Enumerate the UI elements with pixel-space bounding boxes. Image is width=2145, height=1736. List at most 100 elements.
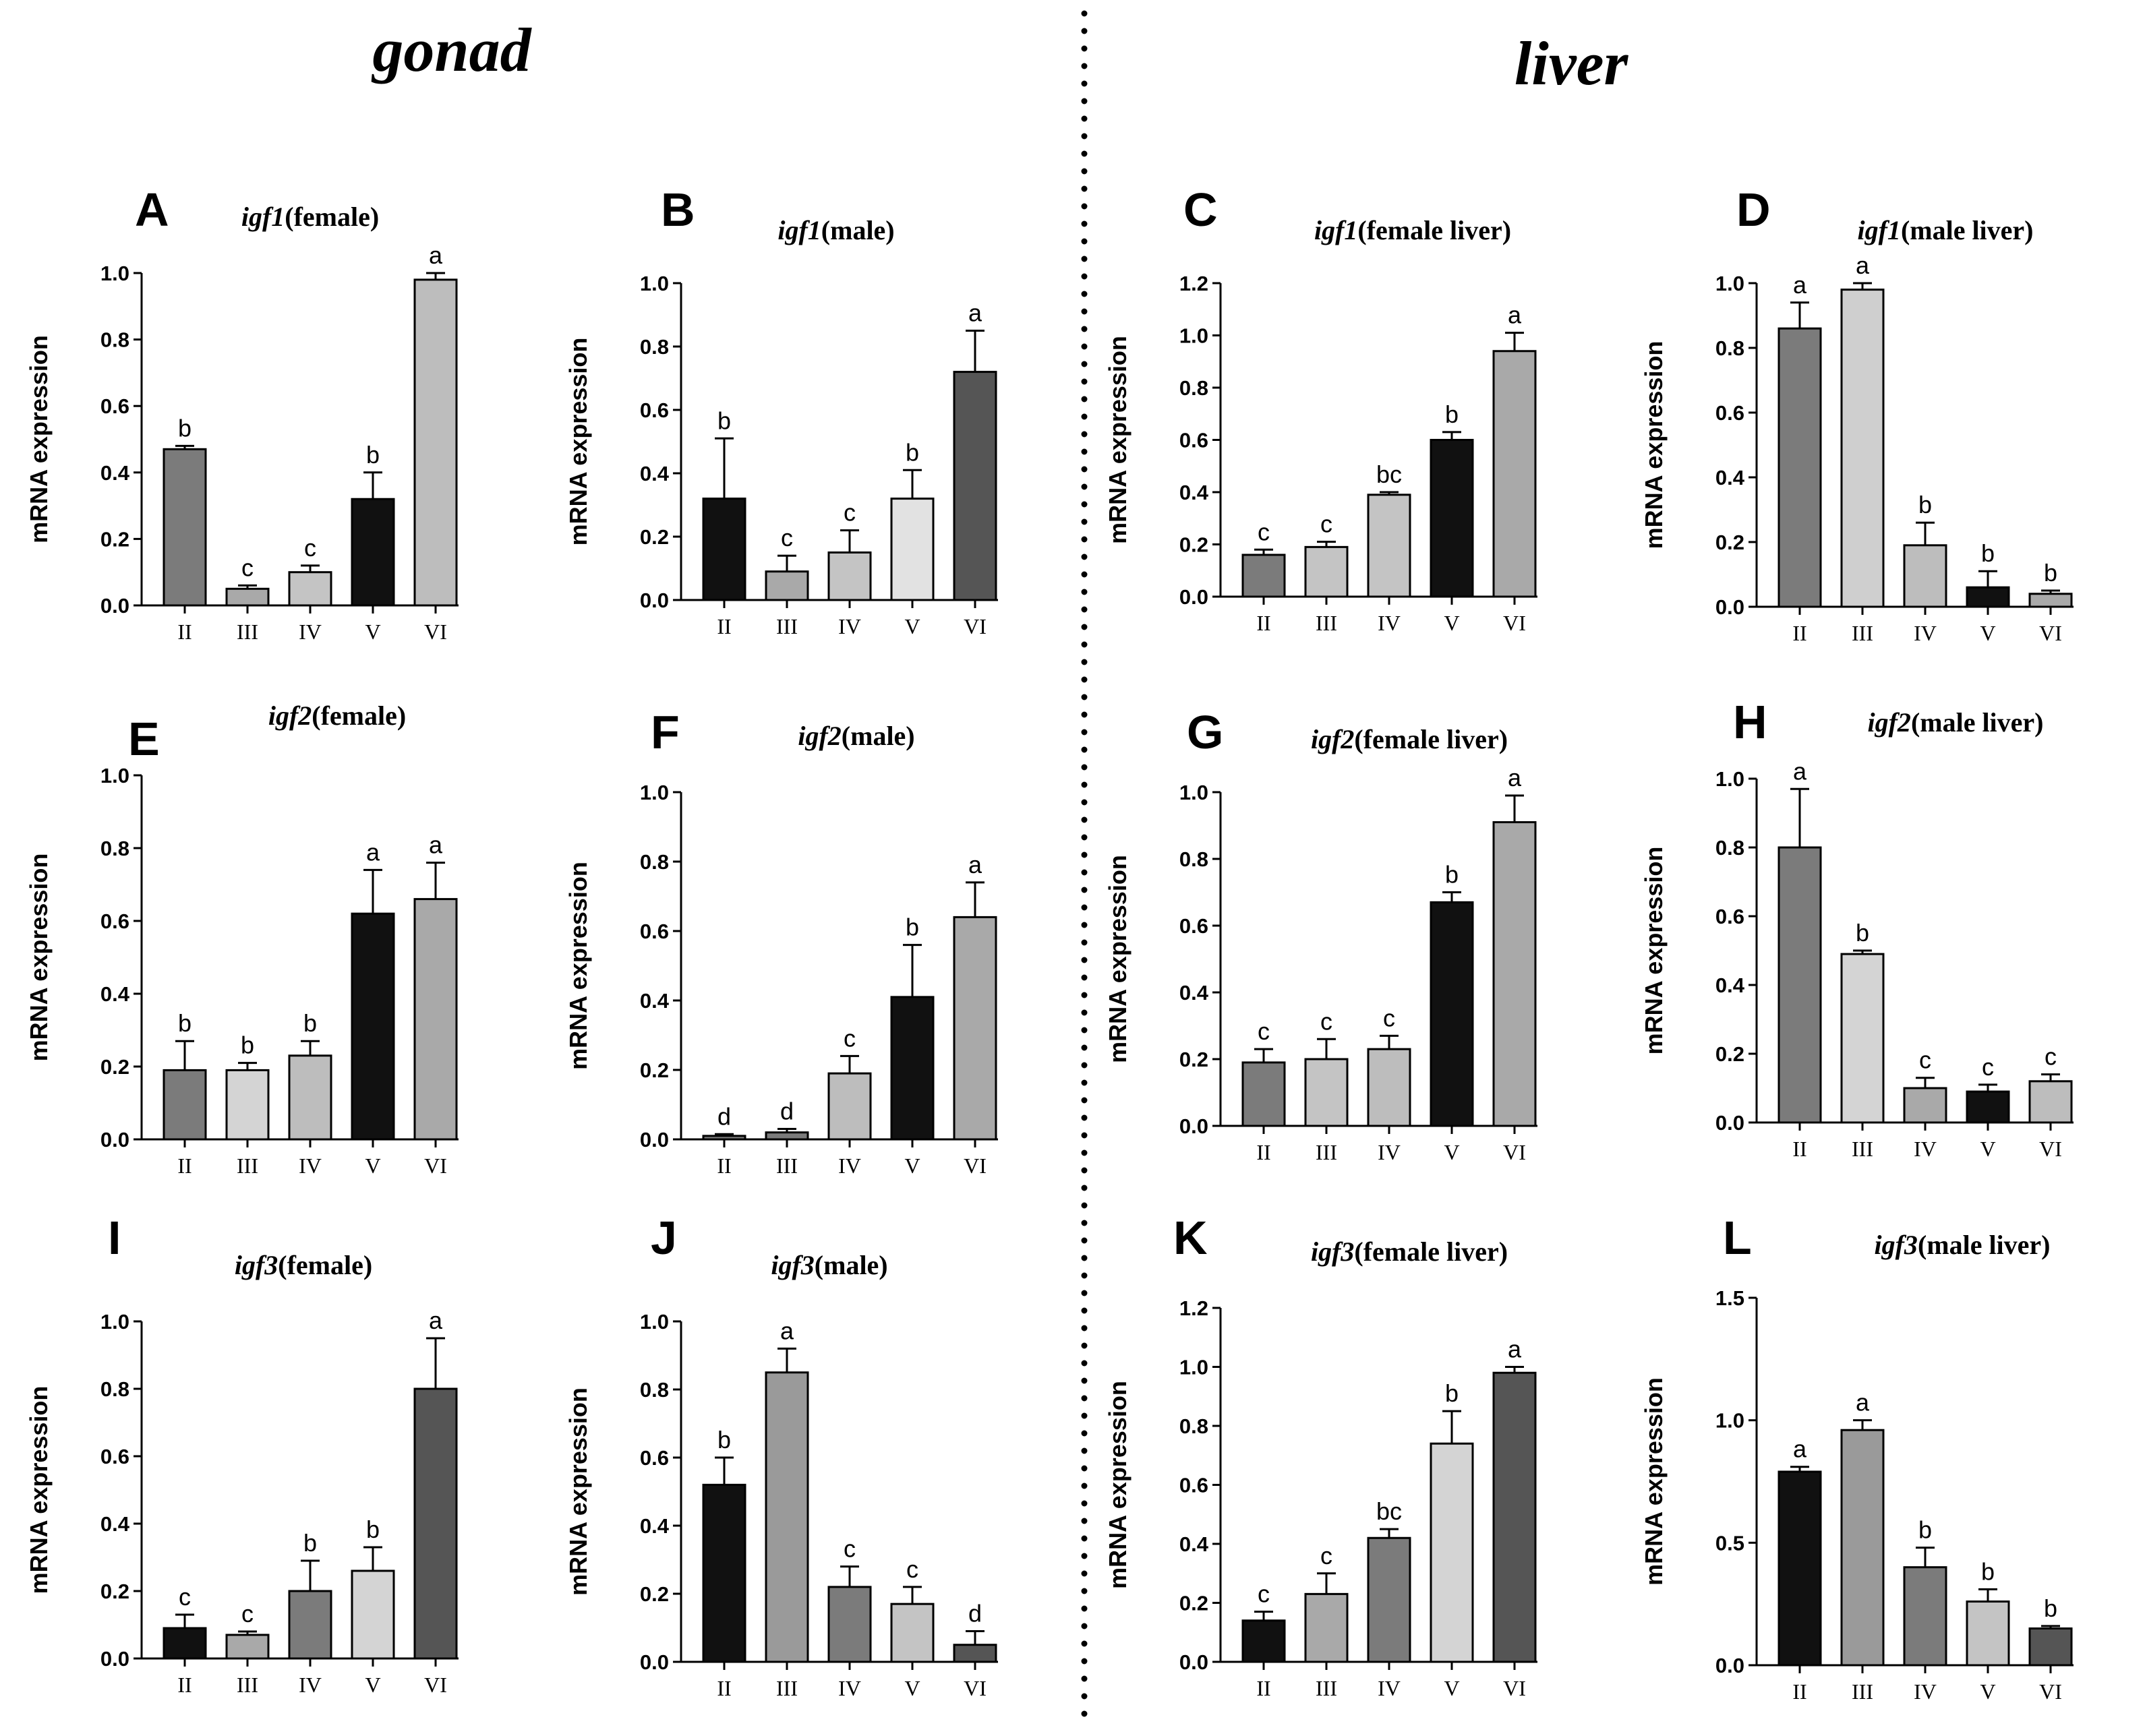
y-tick-label-k: 0.0 bbox=[1179, 1650, 1208, 1674]
y-tick-label-i: 1.0 bbox=[100, 1310, 129, 1334]
chart-title-k: igf3(female liver) bbox=[1311, 1236, 1508, 1267]
y-tick-label-f: 0.4 bbox=[640, 989, 670, 1013]
significance-label-k: c bbox=[1320, 1542, 1332, 1569]
y-tick-label-i: 0.0 bbox=[100, 1647, 129, 1671]
x-tick-label-b: IV bbox=[838, 614, 861, 638]
x-tick-label-e: III bbox=[237, 1154, 258, 1178]
chart-title-e: igf2(female) bbox=[268, 700, 406, 731]
y-axis-label-k: mRNA expression bbox=[1104, 1381, 1132, 1589]
bar-l-III bbox=[1840, 1429, 1885, 1667]
significance-label-l: b bbox=[1981, 1557, 1995, 1585]
panel-label-h: H bbox=[1733, 696, 1767, 748]
y-tick-label-b: 0.6 bbox=[640, 398, 669, 422]
bar-i-II bbox=[163, 1627, 207, 1660]
x-tick-label-c: III bbox=[1316, 611, 1337, 635]
bar-l-II bbox=[1777, 1470, 1822, 1667]
x-tick-label-f: V bbox=[904, 1154, 920, 1178]
bar-i-V bbox=[351, 1569, 395, 1660]
y-tick-label-g: 0.8 bbox=[1179, 847, 1208, 871]
significance-label-g: c bbox=[1383, 1004, 1395, 1031]
significance-label-j: d bbox=[968, 1600, 982, 1627]
section-title-liver: liver bbox=[1515, 29, 1629, 98]
bar-j-III bbox=[765, 1371, 809, 1663]
significance-label-i: c bbox=[179, 1583, 191, 1611]
bar-f-VI bbox=[953, 916, 997, 1141]
y-tick-label-i: 0.2 bbox=[100, 1580, 129, 1603]
bar-k-II bbox=[1241, 1619, 1286, 1663]
chart-title-gene-j: igf3 bbox=[771, 1250, 814, 1280]
y-tick-label-c: 1.0 bbox=[1179, 324, 1208, 348]
bar-h-III bbox=[1840, 953, 1885, 1124]
significance-label-d: a bbox=[1793, 271, 1807, 299]
y-tick-label-d: 0.0 bbox=[1715, 595, 1744, 619]
x-tick-label-g: II bbox=[1256, 1140, 1270, 1164]
y-tick-label-g: 0.0 bbox=[1179, 1114, 1208, 1138]
chart-title-detail-a: (female) bbox=[285, 202, 379, 232]
y-tick-label-h: 0.8 bbox=[1715, 836, 1744, 860]
x-tick-label-e: IV bbox=[299, 1154, 322, 1178]
x-tick-label-j: II bbox=[717, 1676, 731, 1700]
x-tick-label-l: III bbox=[1852, 1679, 1873, 1704]
y-tick-label-k: 0.2 bbox=[1179, 1592, 1208, 1615]
x-tick-label-j: IV bbox=[838, 1676, 861, 1700]
significance-label-l: b bbox=[1918, 1516, 1932, 1544]
bar-j-II bbox=[702, 1483, 746, 1663]
x-tick-label-i: III bbox=[237, 1673, 258, 1697]
y-tick-label-f: 1.0 bbox=[640, 781, 669, 804]
bar-c-V bbox=[1430, 439, 1474, 598]
chart-title-gene-c: igf1 bbox=[1314, 215, 1357, 245]
chart-title-detail-e: (female) bbox=[312, 700, 406, 731]
y-tick-label-a: 0.4 bbox=[100, 461, 130, 485]
y-tick-label-f: 0.6 bbox=[640, 920, 669, 943]
x-tick-label-a: III bbox=[237, 620, 258, 644]
x-tick-label-e: VI bbox=[424, 1154, 447, 1178]
bar-d-III bbox=[1840, 289, 1885, 608]
significance-label-f: d bbox=[780, 1098, 794, 1125]
significance-label-g: c bbox=[1320, 1007, 1332, 1035]
x-tick-label-d: IV bbox=[1914, 621, 1937, 645]
x-tick-label-l: II bbox=[1792, 1679, 1806, 1704]
chart-title-f: igf2(male) bbox=[798, 721, 914, 751]
panel-label-j: J bbox=[651, 1211, 677, 1264]
bar-h-V bbox=[1966, 1090, 2010, 1124]
x-tick-label-h: III bbox=[1852, 1137, 1873, 1161]
bar-l-IV bbox=[1903, 1566, 1947, 1667]
bar-h-IV bbox=[1903, 1087, 1947, 1124]
y-tick-label-e: 0.8 bbox=[100, 837, 129, 860]
chart-title-gene-g: igf2 bbox=[1311, 724, 1354, 754]
x-tick-label-i: IV bbox=[299, 1673, 322, 1697]
y-tick-label-g: 1.0 bbox=[1179, 781, 1208, 804]
bar-l-VI bbox=[2028, 1627, 2073, 1667]
y-axis-label-a: mRNA expression bbox=[25, 335, 53, 543]
y-tick-label-d: 1.0 bbox=[1715, 272, 1744, 295]
x-tick-label-k: V bbox=[1444, 1676, 1459, 1700]
x-tick-label-h: V bbox=[1980, 1137, 1995, 1161]
significance-label-f: d bbox=[717, 1102, 731, 1130]
x-tick-label-e: II bbox=[177, 1154, 192, 1178]
bar-i-VI bbox=[413, 1387, 458, 1660]
chart-title-detail-c: (female liver) bbox=[1357, 215, 1511, 245]
bar-e-III bbox=[225, 1069, 270, 1141]
y-tick-label-l: 0.5 bbox=[1715, 1531, 1744, 1555]
chart-title-detail-f: (male) bbox=[842, 721, 915, 751]
significance-label-d: a bbox=[1856, 251, 1870, 279]
panel-label-i: I bbox=[108, 1211, 121, 1264]
bar-e-II bbox=[163, 1069, 207, 1141]
significance-label-e: a bbox=[429, 831, 443, 859]
y-axis-label-g: mRNA expression bbox=[1104, 855, 1132, 1063]
section-title-gonad: gonad bbox=[371, 16, 532, 84]
x-tick-label-h: VI bbox=[2039, 1137, 2062, 1161]
bar-b-III bbox=[765, 570, 809, 601]
bar-a-VI bbox=[413, 278, 458, 607]
x-tick-label-k: IV bbox=[1378, 1676, 1401, 1700]
y-tick-label-d: 0.8 bbox=[1715, 336, 1744, 360]
y-tick-label-c: 0.8 bbox=[1179, 376, 1208, 400]
x-tick-label-g: III bbox=[1316, 1140, 1337, 1164]
significance-label-j: a bbox=[780, 1317, 794, 1344]
y-tick-label-h: 0.2 bbox=[1715, 1042, 1744, 1066]
